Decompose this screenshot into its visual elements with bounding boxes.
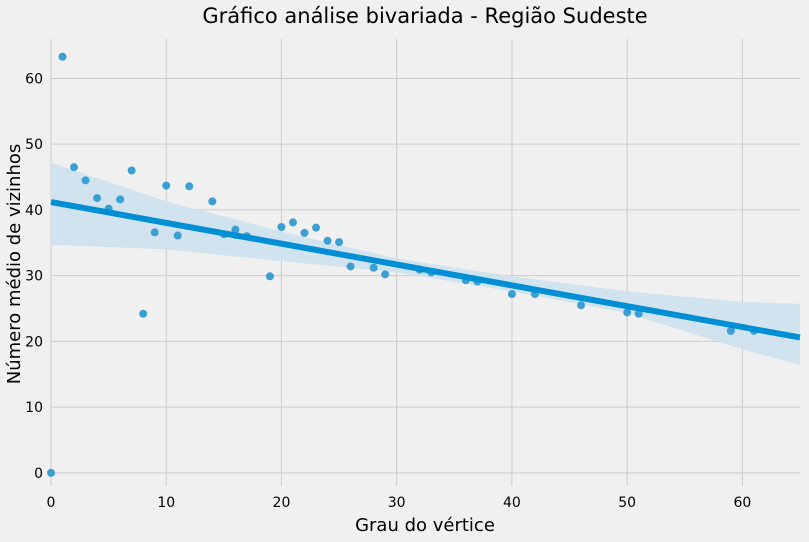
data-point <box>634 309 643 318</box>
data-point <box>323 236 332 245</box>
x-tick-label: 20 <box>273 495 291 511</box>
data-point <box>139 309 148 318</box>
x-tick-label: 30 <box>388 495 406 511</box>
confidence-band-group <box>51 162 800 366</box>
x-tick-label: 40 <box>503 495 521 511</box>
data-point <box>335 238 344 247</box>
data-point <box>265 272 274 281</box>
x-tick-labels: 0 10 20 30 40 50 60 <box>47 495 752 511</box>
data-point <box>369 263 378 272</box>
data-point <box>288 218 297 227</box>
data-point <box>507 290 516 299</box>
y-tick-label: 60 <box>25 71 43 87</box>
data-point <box>577 301 586 310</box>
data-point <box>58 52 67 61</box>
chart-title: Gráfico análise bivariada - Região Sudes… <box>202 4 647 28</box>
data-point <box>47 468 55 477</box>
data-point <box>127 166 136 175</box>
data-point <box>208 197 217 206</box>
x-tick-label: 50 <box>618 495 636 511</box>
data-point <box>116 195 125 204</box>
data-point <box>381 270 390 279</box>
regression-line <box>50 199 801 341</box>
x-tick-label: 10 <box>157 495 175 511</box>
data-point <box>346 262 355 271</box>
y-tick-label: 50 <box>25 137 43 153</box>
data-point <box>300 228 309 237</box>
y-tick-label: 0 <box>34 466 43 482</box>
regression-line-group <box>50 199 801 341</box>
data-point <box>623 308 632 317</box>
data-point <box>150 228 159 237</box>
y-tick-label: 20 <box>25 334 43 350</box>
x-axis-label: Grau do vértice <box>355 515 495 536</box>
data-point <box>726 326 735 335</box>
data-point <box>312 223 321 232</box>
y-tick-label: 40 <box>25 203 43 219</box>
data-point <box>81 176 90 185</box>
data-point <box>70 163 79 172</box>
x-tick-label: 0 <box>47 495 56 511</box>
data-point <box>173 231 182 240</box>
data-point <box>277 223 286 232</box>
y-tick-labels: 0 10 20 30 40 50 60 <box>25 71 43 481</box>
y-tick-label: 30 <box>25 269 43 285</box>
data-point <box>162 181 171 190</box>
x-tick-label: 60 <box>733 495 751 511</box>
data-point <box>93 194 102 203</box>
confidence-band <box>51 162 800 366</box>
y-tick-label: 10 <box>25 400 43 416</box>
y-axis-label: Número médio de vizinhos <box>4 144 25 385</box>
data-point <box>185 182 194 191</box>
